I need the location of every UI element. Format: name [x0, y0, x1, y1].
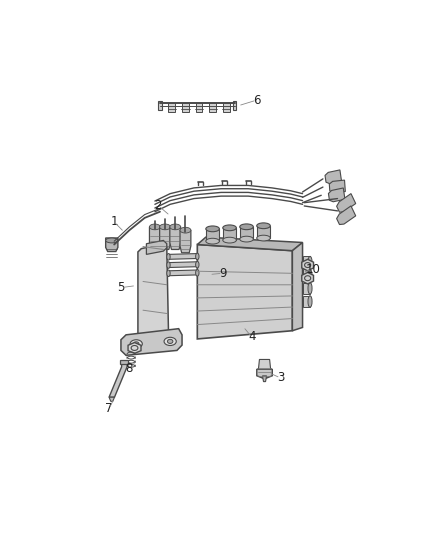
Polygon shape [180, 230, 191, 253]
Polygon shape [223, 103, 230, 112]
Polygon shape [158, 101, 162, 110]
Text: 7: 7 [105, 402, 113, 415]
Text: 10: 10 [305, 263, 320, 276]
Ellipse shape [180, 227, 191, 233]
Polygon shape [196, 103, 202, 112]
Ellipse shape [257, 235, 270, 241]
Polygon shape [262, 376, 267, 382]
Ellipse shape [170, 224, 181, 230]
Polygon shape [120, 360, 128, 364]
Text: 2: 2 [155, 199, 162, 212]
Polygon shape [328, 188, 345, 202]
Polygon shape [303, 282, 310, 294]
Text: 3: 3 [277, 372, 284, 384]
Ellipse shape [240, 236, 253, 242]
Polygon shape [138, 244, 169, 339]
Polygon shape [337, 193, 356, 212]
Polygon shape [303, 256, 310, 268]
Ellipse shape [308, 256, 312, 268]
Polygon shape [149, 227, 160, 249]
Ellipse shape [106, 238, 118, 243]
Text: 1: 1 [110, 215, 118, 229]
Polygon shape [169, 270, 197, 276]
Text: 8: 8 [126, 362, 133, 375]
Text: 5: 5 [117, 281, 125, 294]
Polygon shape [325, 170, 342, 184]
Ellipse shape [164, 337, 176, 345]
Ellipse shape [223, 237, 237, 243]
Polygon shape [240, 227, 253, 239]
Polygon shape [206, 229, 219, 241]
Ellipse shape [206, 226, 219, 232]
Polygon shape [303, 296, 310, 307]
Polygon shape [106, 238, 118, 252]
Polygon shape [329, 180, 345, 193]
Ellipse shape [149, 224, 160, 230]
Ellipse shape [167, 254, 170, 260]
Ellipse shape [223, 225, 237, 231]
Ellipse shape [167, 262, 170, 268]
Ellipse shape [196, 270, 199, 276]
Polygon shape [159, 227, 170, 249]
Polygon shape [197, 245, 293, 339]
Ellipse shape [308, 282, 312, 294]
Text: 6: 6 [253, 94, 261, 107]
Polygon shape [146, 240, 167, 254]
Ellipse shape [159, 224, 170, 230]
Polygon shape [337, 206, 356, 224]
Text: 4: 4 [248, 330, 255, 343]
Polygon shape [109, 364, 127, 397]
Polygon shape [257, 226, 270, 238]
Ellipse shape [167, 340, 173, 343]
Ellipse shape [308, 270, 312, 281]
Polygon shape [109, 397, 114, 401]
Ellipse shape [257, 223, 270, 229]
Polygon shape [293, 243, 303, 330]
Ellipse shape [130, 340, 142, 348]
Polygon shape [302, 260, 314, 271]
Polygon shape [170, 227, 181, 249]
Polygon shape [169, 262, 197, 268]
Text: 9: 9 [219, 267, 226, 280]
Polygon shape [169, 254, 197, 260]
Polygon shape [302, 272, 314, 284]
Polygon shape [169, 103, 175, 112]
Ellipse shape [240, 224, 253, 230]
Polygon shape [303, 270, 310, 281]
Ellipse shape [308, 296, 312, 307]
Polygon shape [258, 359, 271, 369]
Ellipse shape [134, 342, 139, 346]
Polygon shape [197, 237, 303, 251]
Polygon shape [257, 366, 272, 379]
Polygon shape [223, 228, 237, 240]
Ellipse shape [196, 253, 199, 260]
Polygon shape [121, 329, 182, 356]
Polygon shape [128, 343, 141, 353]
Ellipse shape [206, 238, 219, 244]
Polygon shape [233, 101, 237, 110]
Polygon shape [182, 103, 189, 112]
Ellipse shape [196, 261, 199, 268]
Polygon shape [209, 103, 216, 112]
Ellipse shape [167, 270, 170, 277]
